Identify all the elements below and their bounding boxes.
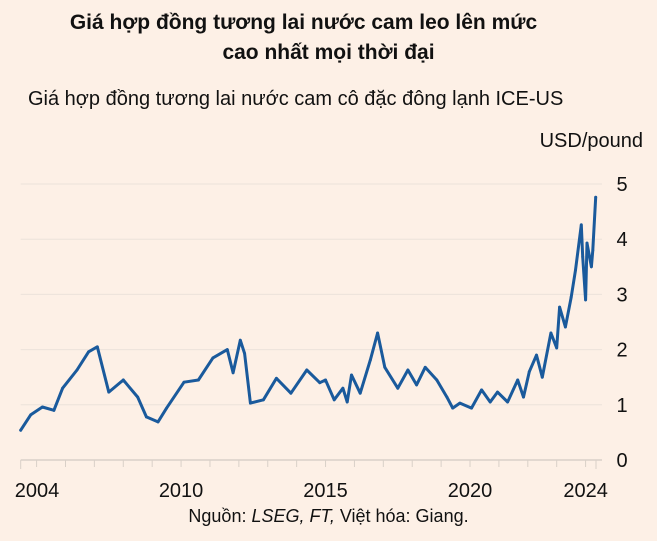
- data-point: [358, 391, 362, 395]
- data-point: [470, 406, 473, 410]
- chart-title: Giá hợp đồng tương lai nước cam leo lên …: [0, 8, 657, 68]
- data-point: [581, 255, 585, 259]
- data-point: [451, 406, 455, 410]
- y-tick-label: 3: [616, 284, 627, 306]
- data-point: [584, 298, 587, 302]
- data-point: [341, 386, 345, 390]
- y-tick-label: 2: [616, 340, 627, 362]
- data-point: [574, 268, 577, 272]
- data-point: [569, 295, 573, 299]
- data-point: [423, 365, 427, 369]
- data-point: [585, 241, 589, 245]
- data-point: [211, 356, 215, 360]
- data-point: [156, 420, 160, 424]
- data-point: [305, 368, 309, 372]
- data-point: [87, 350, 91, 354]
- data-point: [506, 400, 509, 404]
- x-tick-label: 2024: [563, 480, 608, 502]
- x-axis: 2004 2010 2015 2020 2024: [15, 460, 608, 502]
- data-point: [61, 386, 64, 390]
- data-point: [262, 398, 265, 402]
- x-tick-label: 2020: [448, 480, 493, 502]
- data-point: [488, 400, 492, 404]
- data-point: [249, 401, 252, 405]
- data-point: [558, 305, 561, 309]
- data-point: [324, 378, 327, 382]
- data-point: [535, 353, 538, 357]
- data-point: [289, 391, 293, 395]
- data-point: [555, 346, 559, 350]
- y-axis: 0 1 2 3 4 5: [616, 174, 627, 472]
- data-point: [165, 406, 169, 410]
- chart-title-line-1: Giá hợp đồng tương lai nước cam leo lên …: [69, 11, 538, 34]
- y-tick-label: 4: [616, 229, 627, 251]
- data-point: [522, 395, 525, 399]
- data-point: [29, 413, 33, 417]
- data-point: [275, 376, 278, 380]
- data-point: [136, 395, 140, 399]
- data-point: [182, 380, 186, 384]
- data-point: [516, 378, 520, 382]
- data-point: [480, 388, 483, 392]
- data-point: [589, 265, 593, 269]
- x-tick-label: 2004: [15, 480, 60, 502]
- data-point: [197, 378, 200, 382]
- data-point: [579, 223, 583, 227]
- y-tick-label: 0: [616, 450, 627, 472]
- series-layer: [19, 195, 598, 432]
- data-point: [383, 365, 387, 369]
- source-italic: LSEG, FT,: [251, 506, 335, 526]
- gridlines: [20, 183, 602, 461]
- y-tick-label: 5: [616, 174, 627, 196]
- data-point: [563, 325, 567, 329]
- data-point: [591, 248, 595, 252]
- data-point: [75, 368, 79, 372]
- data-point: [345, 400, 349, 404]
- data-point: [238, 338, 242, 342]
- source-prefix: Nguồn:: [188, 506, 252, 526]
- data-point: [540, 375, 544, 379]
- data-point: [318, 381, 322, 385]
- data-point: [95, 345, 99, 349]
- data-point: [19, 428, 23, 432]
- data-point: [368, 358, 372, 362]
- data-point: [415, 383, 418, 387]
- data-point: [406, 368, 410, 372]
- chart-title-line-2: cao nhất mọi thời đại: [222, 41, 435, 64]
- data-point: [107, 390, 111, 394]
- data-point: [445, 395, 449, 399]
- data-point: [458, 401, 462, 405]
- data-point: [496, 390, 499, 394]
- source-note: Nguồn: LSEG, FT, Việt hóa: Giang.: [0, 506, 657, 527]
- data-point: [144, 415, 148, 419]
- y-axis-unit-label: USD/pound: [539, 130, 643, 152]
- data-point: [549, 331, 553, 335]
- data-point: [52, 408, 56, 412]
- data-point: [121, 378, 125, 382]
- data-point: [376, 331, 379, 335]
- data-point: [435, 378, 439, 382]
- data-point: [594, 195, 598, 199]
- x-tick-label: 2015: [303, 480, 348, 502]
- data-point: [225, 348, 229, 351]
- data-point: [231, 371, 235, 375]
- source-suffix: Việt hóa: Giang.: [334, 506, 469, 526]
- chart-subtitle: Giá hợp đồng tương lai nước cam cô đặc đ…: [28, 88, 564, 110]
- data-point: [332, 398, 336, 402]
- price-line: [19, 195, 598, 432]
- data-point: [350, 373, 353, 377]
- data-point: [40, 405, 44, 409]
- x-tick-label: 2010: [159, 480, 204, 502]
- y-tick-label: 1: [616, 395, 627, 417]
- data-point: [527, 370, 531, 374]
- data-point: [243, 352, 247, 355]
- data-point: [396, 386, 400, 390]
